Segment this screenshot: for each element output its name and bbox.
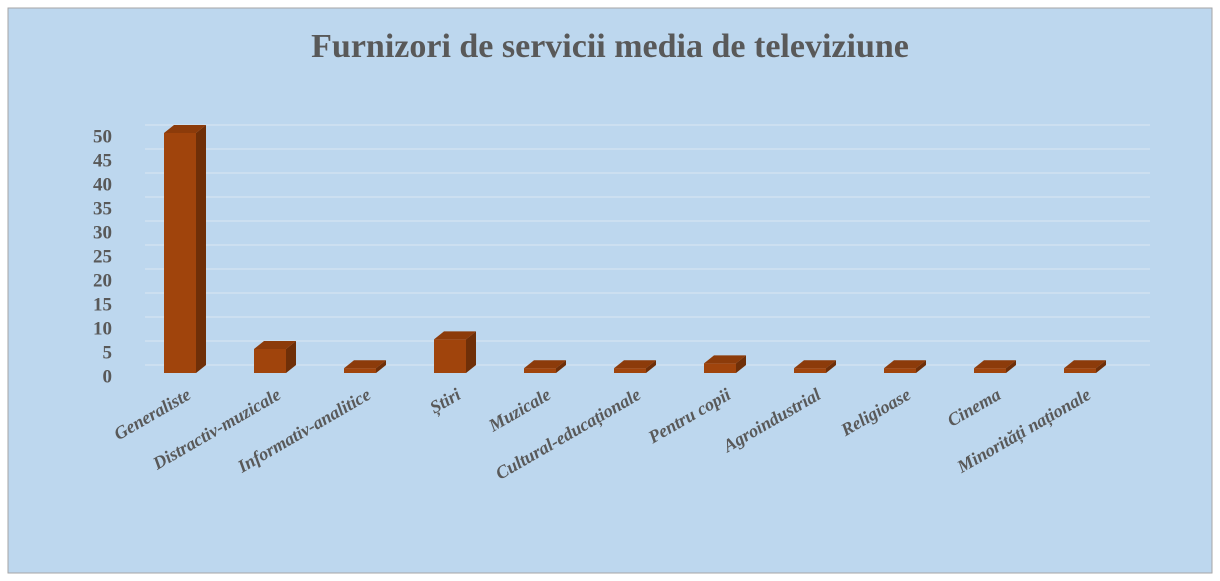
bar-side-shade	[916, 360, 926, 373]
bar	[164, 133, 196, 373]
bar-top	[704, 355, 746, 364]
bar-side-shade	[736, 355, 746, 373]
y-tick-label: 0	[103, 366, 113, 387]
bar-side	[1096, 360, 1106, 373]
bar	[794, 368, 826, 373]
y-tick-label: 30	[93, 222, 112, 243]
bar-top-shade	[704, 355, 746, 364]
bar	[1064, 368, 1096, 373]
bar	[704, 363, 736, 373]
bar	[254, 349, 286, 373]
y-tick-label: 40	[93, 174, 112, 195]
bar-side	[466, 331, 476, 373]
bar-top	[884, 360, 926, 369]
bar-side-shade	[1006, 360, 1016, 373]
bar-side	[1006, 360, 1016, 373]
bar-top-shade	[614, 360, 656, 369]
bar	[884, 368, 916, 373]
bar-top	[794, 360, 836, 369]
bar-side	[826, 360, 836, 373]
bar-side-shade	[196, 125, 206, 373]
bar-top-shade	[344, 360, 386, 369]
bar-top-shade	[974, 360, 1016, 369]
bar-top-shade	[1064, 360, 1106, 369]
bar-side	[916, 360, 926, 373]
bar	[524, 368, 556, 373]
bar-side	[376, 360, 386, 373]
bar-top	[164, 125, 206, 133]
bar	[974, 368, 1006, 373]
bar-top	[254, 341, 296, 349]
bar-side	[286, 341, 296, 373]
y-tick-label: 5	[103, 342, 113, 363]
bar-side-shade	[286, 341, 296, 373]
bar	[614, 368, 646, 373]
bar-side	[556, 360, 566, 373]
bar-top-shade	[524, 360, 566, 369]
y-tick-label: 50	[93, 126, 112, 147]
bar	[344, 368, 376, 373]
y-tick-label: 25	[93, 246, 112, 267]
chart-background	[7, 7, 1213, 574]
bar-side	[196, 125, 206, 373]
y-tick-label: 10	[93, 318, 112, 339]
y-tick-label: 35	[93, 198, 112, 219]
y-tick-label: 45	[93, 150, 112, 171]
bar-top	[524, 360, 566, 369]
bar-side-shade	[466, 331, 476, 373]
bar-side	[646, 360, 656, 373]
bar-top	[974, 360, 1016, 369]
bar-top	[614, 360, 656, 369]
bar-side-shade	[556, 360, 566, 373]
bar-top-shade	[434, 331, 476, 340]
bar-top-shade	[884, 360, 926, 369]
bar-top	[1064, 360, 1106, 369]
bar-side-shade	[826, 360, 836, 373]
bar-side-shade	[376, 360, 386, 373]
bar-side-shade	[1096, 360, 1106, 373]
bar-side	[736, 355, 746, 373]
y-tick-label: 15	[93, 294, 112, 315]
chart-title: Furnizori de servicii media de televiziu…	[311, 28, 909, 65]
bar-top	[344, 360, 386, 369]
bar-top-shade	[254, 341, 296, 349]
bar	[434, 339, 466, 373]
bar-top	[434, 331, 476, 340]
bar-side-shade	[646, 360, 656, 373]
y-tick-label: 20	[93, 270, 112, 291]
bar-top-shade	[164, 125, 206, 133]
bar-top-shade	[794, 360, 836, 369]
